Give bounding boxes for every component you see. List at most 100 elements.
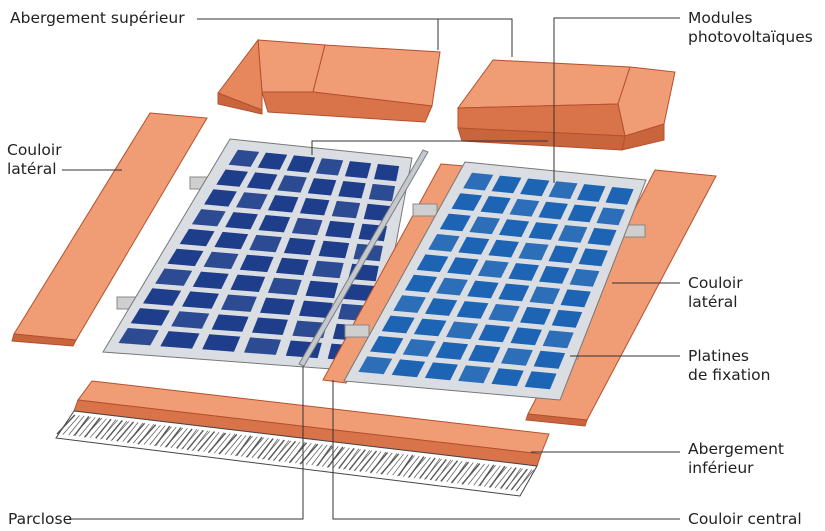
module-right-cell (447, 257, 479, 275)
module-right-cell (436, 277, 468, 296)
module-right-cell (529, 286, 561, 305)
module-left-cell (260, 297, 295, 315)
module-left-cell (143, 288, 182, 306)
module-right-cell (488, 239, 519, 258)
module-left-cell (118, 328, 159, 346)
brush-bristle (478, 465, 496, 487)
module-left-cell (244, 337, 281, 355)
module-left-cell (203, 251, 239, 270)
module-left-cell (252, 317, 288, 335)
brush-bristle (326, 447, 346, 468)
brush-bristle (365, 451, 382, 473)
brush-bristle (392, 454, 409, 476)
brush-bristle (143, 424, 161, 445)
module-right-cell (551, 309, 583, 328)
couloir-lateral-left (11, 112, 208, 347)
abergement-superieur-left (217, 38, 441, 123)
label-abergement-inferieur: Abergement inférieur (688, 440, 784, 477)
module-right-cell (477, 260, 509, 278)
module-left-cell (283, 237, 316, 256)
brush-bristle (348, 449, 366, 471)
brush-bristle (440, 460, 459, 482)
brush-bristle (500, 467, 517, 490)
brush-bristle (133, 423, 150, 444)
brush-bristle (461, 463, 481, 485)
module-left-cell (325, 220, 355, 239)
leader-lines (62, 17, 680, 520)
module-left-cell (221, 294, 257, 312)
module-right-cell (498, 219, 530, 238)
module-right-cell (587, 227, 617, 246)
brush-bristle (176, 428, 193, 449)
module-left-cell (228, 149, 260, 167)
brush-bristle (100, 419, 118, 440)
module-right-cell (424, 362, 458, 381)
module-right-cell (548, 245, 579, 264)
module-left-cell (258, 215, 291, 233)
brush-bristle (284, 441, 301, 463)
brush-bristle (110, 421, 130, 441)
module-left-cell (275, 257, 309, 276)
brush-bristle (380, 453, 400, 475)
module-left-cell (368, 183, 396, 202)
brush-bristle (105, 420, 123, 441)
brush-bristle (446, 460, 463, 483)
brush-bristle (164, 427, 184, 448)
brush-bristle (397, 455, 415, 477)
module-right-cell (370, 336, 404, 354)
abergement-inferieur-brush (56, 414, 535, 492)
module-right-cell (520, 178, 550, 197)
label-modules-photovoltaiques: Modules photovoltaïques (688, 9, 813, 46)
module-left-cell (277, 175, 307, 193)
brush-bristle (288, 442, 308, 464)
module-right-cell (533, 350, 566, 369)
brush-bristle (510, 468, 528, 491)
module-left-cell (318, 240, 350, 259)
brush-bristle (424, 458, 442, 480)
module-right-cell (402, 339, 436, 357)
brush-bristle (386, 454, 404, 475)
brush-bristle (126, 422, 146, 444)
abergement-inferieur (55, 380, 550, 497)
module-right-cell (518, 242, 549, 261)
brush-bristle (267, 439, 285, 461)
brush-bristle (488, 466, 508, 488)
module-left-cell (167, 248, 204, 267)
module-left-cell (182, 291, 219, 309)
brush-bristle (262, 439, 280, 460)
brush-bristle (484, 465, 501, 487)
brush-bristle (457, 462, 474, 484)
brush-bristle (95, 418, 112, 439)
module-left-cell (315, 158, 344, 176)
brush-bristle (122, 422, 139, 442)
label-couloir-lateral-right: Couloir latéral (688, 274, 743, 311)
brush-bristle (369, 451, 389, 474)
module-right-cell (467, 280, 499, 299)
brush-bristle (241, 436, 258, 457)
brush-bristle (272, 440, 292, 462)
brush-bristle (473, 464, 490, 486)
brush-bristle (56, 414, 76, 435)
module-left-cell (312, 260, 344, 279)
label-platines-de-fixation: Platines de fixation (688, 347, 771, 384)
module-right-cell (393, 295, 426, 313)
brush-bristle (68, 415, 85, 436)
module-left-cell (202, 334, 241, 352)
brush-bristle (450, 461, 470, 484)
module-right-cell (480, 196, 511, 214)
module-right-cell (478, 324, 511, 343)
module-left-cell (171, 311, 210, 329)
brush-bristle (257, 438, 274, 459)
module-right-cell (469, 216, 500, 235)
brush-bristle (305, 444, 323, 465)
module-right-cell (501, 347, 533, 366)
brush-bristle (149, 425, 166, 446)
module-left-cell (214, 231, 249, 250)
module-right-cell (538, 201, 568, 220)
brush-bristle (224, 434, 242, 455)
module-right-cell (381, 315, 415, 334)
module-right-cell (425, 298, 458, 316)
brush-bristle (311, 444, 328, 466)
module-right-cell (510, 327, 542, 346)
module-right-cell (605, 187, 634, 205)
